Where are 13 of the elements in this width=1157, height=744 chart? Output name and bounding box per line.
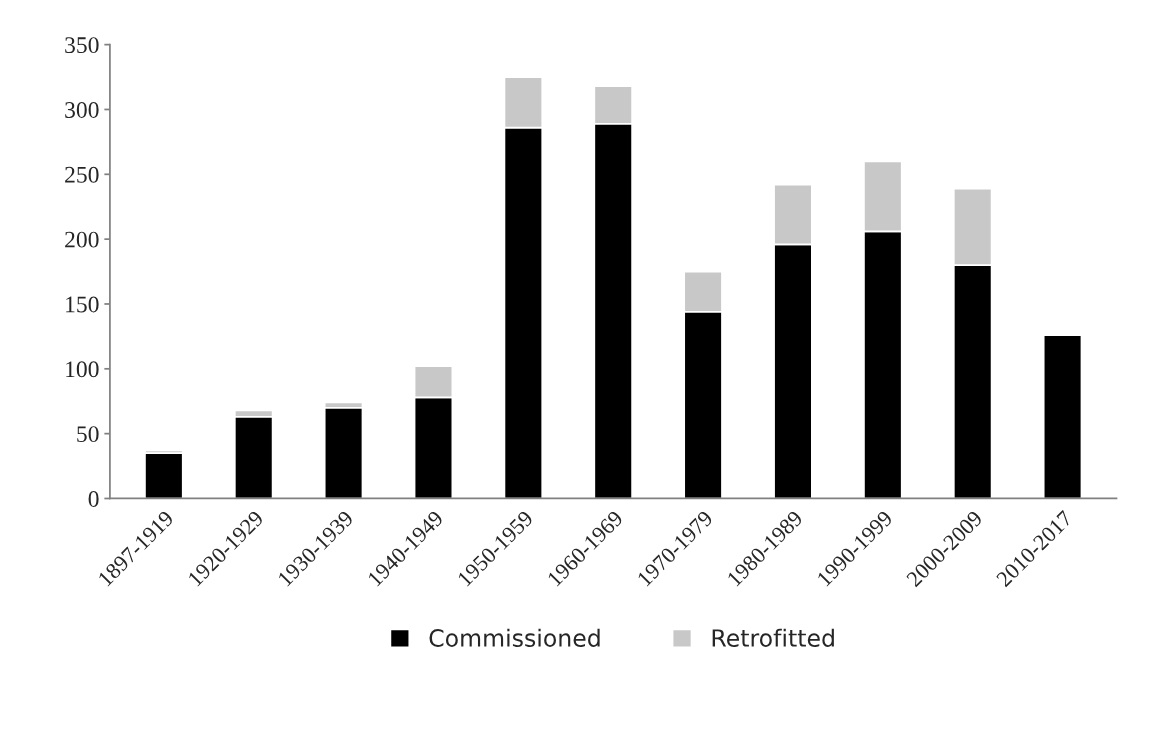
legend-label: Retrofitted [712, 628, 834, 647]
bar [144, 452, 184, 499]
bar [1042, 334, 1083, 499]
y-tick-label: 250 [65, 166, 99, 183]
bar [323, 406, 364, 499]
y-tick-label: 50 [77, 426, 99, 443]
y-tick-label: 0 [88, 490, 99, 507]
y-tick-label: 150 [66, 296, 99, 313]
y-tick-label: 200 [65, 231, 99, 248]
y-tick-label: 350 [65, 37, 99, 54]
y-tick-label: 100 [66, 361, 99, 378]
legend-label: Commissioned [429, 628, 600, 647]
y-tick-label: 300 [65, 101, 99, 118]
